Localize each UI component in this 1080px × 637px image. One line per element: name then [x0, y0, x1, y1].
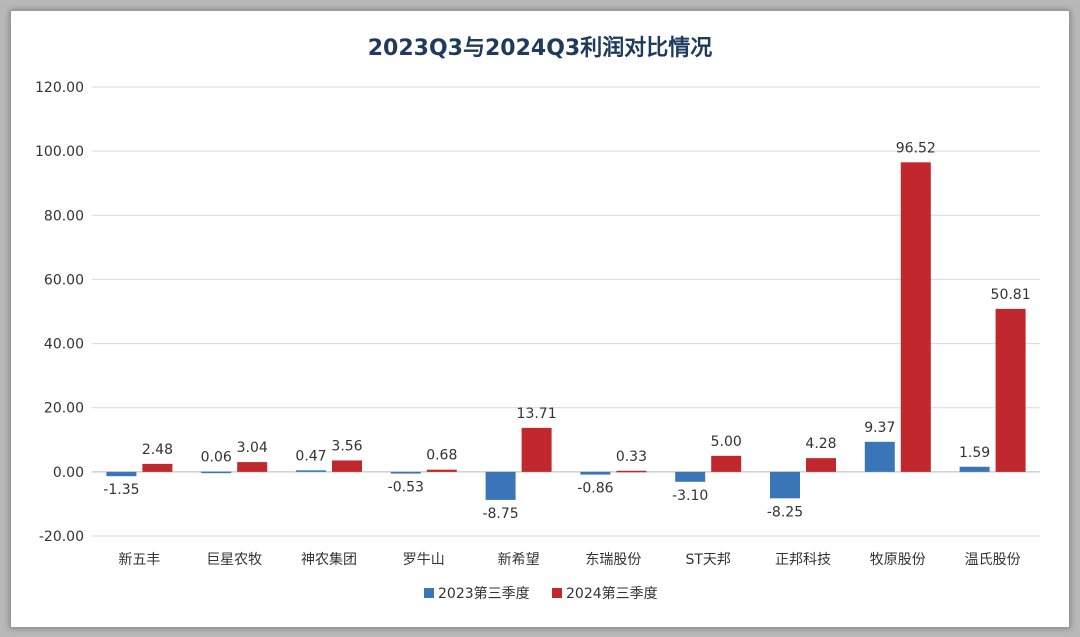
y-tick-label: 120.00	[35, 80, 84, 96]
value-label: 96.52	[896, 140, 936, 156]
category-label: 神农集团	[301, 551, 357, 568]
y-tick-label: 0.00	[53, 465, 84, 481]
y-axis-ticks: -20.00 0.00 20.00 40.00 60.00 80.00 100.00 120.…	[35, 80, 84, 545]
bar-2023	[296, 470, 326, 472]
y-tick-label: 100.00	[35, 144, 84, 160]
value-label: 4.28	[805, 436, 836, 452]
value-label: 5.00	[711, 434, 742, 450]
category-label: 正邦科技	[775, 552, 831, 568]
value-label: 1.59	[959, 445, 990, 461]
legend-swatch	[552, 588, 562, 598]
category-label: 巨星农牧	[206, 552, 262, 568]
bar-2024	[332, 460, 362, 472]
y-tick-label: 60.00	[44, 272, 84, 288]
category-label: 新希望	[498, 552, 540, 568]
value-label: 2.48	[142, 442, 173, 458]
value-label: 0.47	[295, 448, 326, 464]
bar-2023	[580, 471, 611, 475]
bar-2023	[675, 471, 706, 482]
y-tick-label: -20.00	[39, 529, 84, 545]
value-label: 50.81	[991, 287, 1031, 303]
value-label: -0.86	[577, 481, 613, 497]
y-tick-label: 80.00	[44, 208, 84, 224]
bar-2024	[616, 470, 647, 473]
bar-2024	[995, 308, 1026, 472]
bar-2024	[426, 469, 457, 472]
bar-2023	[485, 471, 516, 500]
legend: 2023第三季度 2024第三季度	[424, 585, 658, 602]
chart-title: 2023Q3与2024Q3利润对比情况	[368, 35, 712, 61]
value-label: 0.33	[616, 449, 647, 465]
bar-2023	[770, 471, 800, 499]
bar-2024	[142, 463, 173, 472]
y-tick-label: 40.00	[44, 337, 84, 353]
category-label: 温氏股份	[965, 552, 1021, 568]
category-labels: 新五丰 巨星农牧 神农集团 罗牛山 新希望 东瑞股份 ST天邦 正邦科技 牧原股份 温氏股份	[118, 551, 1020, 568]
value-label: 0.68	[426, 448, 457, 464]
value-label: -8.75	[482, 506, 518, 522]
bar-2024	[521, 427, 552, 472]
bar-2024	[900, 162, 931, 472]
value-labels: -1.35 2.48 0.06 3.04 0.47 3.56 -0.530.68 -8.75 1…	[103, 140, 1030, 522]
value-label: -0.53	[388, 480, 424, 496]
category-label: ST天邦	[685, 552, 730, 568]
chart-frame	[10, 10, 1070, 628]
category-label: 东瑞股份	[585, 552, 641, 568]
bar-2023	[106, 471, 137, 477]
bars	[106, 162, 1026, 500]
value-label: 3.56	[331, 438, 362, 454]
category-label: 牧原股份	[870, 552, 926, 568]
value-label: 13.71	[517, 406, 557, 422]
value-label: 9.37	[864, 420, 895, 436]
value-label: -1.35	[103, 482, 139, 498]
bar-2023	[864, 441, 895, 472]
legend-label: 2024第三季度	[566, 585, 658, 602]
bar-2023	[201, 471, 232, 474]
value-label: 3.04	[237, 440, 268, 456]
y-tick-label: 20.00	[44, 401, 84, 417]
bar-2024	[806, 458, 836, 472]
value-label: 0.06	[201, 450, 232, 466]
bar-2023	[959, 466, 990, 472]
bar-2024	[711, 455, 742, 472]
category-label: 罗牛山	[403, 552, 445, 568]
bar-2023	[390, 471, 421, 474]
legend-swatch	[424, 588, 434, 598]
value-label: -8.25	[767, 504, 803, 520]
legend-label: 2023第三季度	[438, 585, 530, 602]
bar-2024	[237, 462, 268, 472]
category-label: 新五丰	[118, 552, 160, 568]
value-label: -3.10	[672, 488, 708, 504]
